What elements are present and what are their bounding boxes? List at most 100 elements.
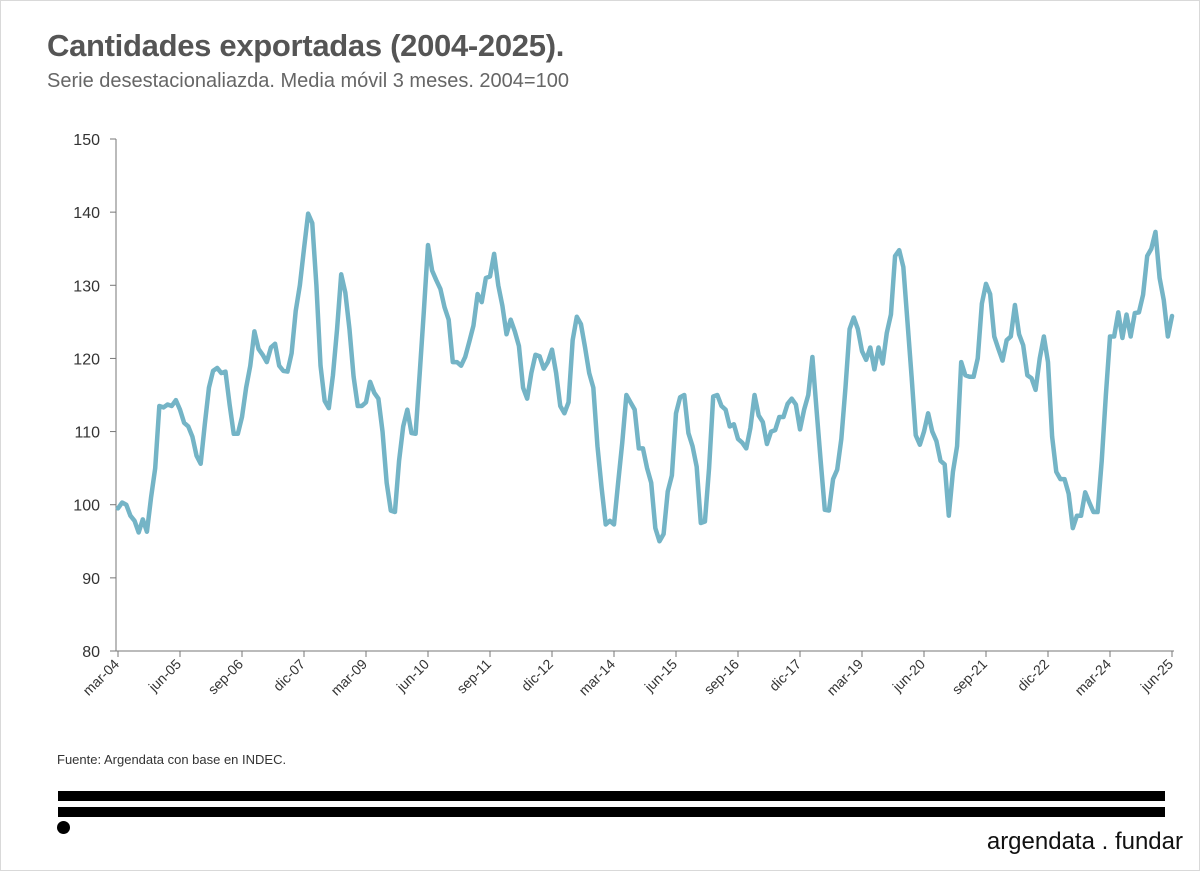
data-point [1080,514,1083,517]
series-line [115,211,1175,544]
data-point [799,428,802,431]
data-point [315,284,318,287]
data-point [865,358,868,361]
data-point [923,430,926,433]
data-point [1013,304,1016,307]
data-point [931,430,934,433]
data-point [1034,388,1037,391]
data-point [956,445,959,448]
data-point [245,386,248,389]
data-point [542,367,545,370]
data-point [191,435,194,438]
data-point [513,330,516,333]
data-point [1125,313,1128,316]
x-tick-label: sep-11 [453,656,494,697]
data-point [443,306,446,309]
data-point [427,244,430,247]
data-point [145,530,148,533]
data-point [567,401,570,404]
data-point [819,459,822,462]
data-point [497,284,500,287]
data-point [468,340,471,343]
data-point [575,315,578,318]
data-point [414,432,417,435]
data-point [509,318,512,321]
data-point [170,404,173,407]
source-note: Fuente: Argendata con base en INDEC. [57,752,287,767]
data-point [435,279,438,282]
data-point [679,396,682,399]
data-point [935,440,938,443]
data-point [757,414,760,417]
data-point [303,247,306,250]
x-tick-label: mar-24 [1071,656,1114,699]
footer-bar-top [58,791,1165,801]
data-point [187,425,190,428]
x-tick-label: mar-09 [327,656,370,699]
data-point [621,441,624,444]
data-point [993,335,996,338]
line-chart: 80 90 100 110 120 130 140 150 mar-04 jun-05 sep-06… [73,132,1176,699]
data-point [1121,336,1124,339]
data-point [253,330,256,333]
data-point [538,355,541,358]
data-point [765,443,768,446]
data-point [121,501,124,504]
data-point [216,366,219,369]
y-tick-label: 150 [73,132,100,149]
data-point [455,361,458,364]
data-point [393,511,396,514]
data-point [703,520,706,523]
data-point [712,395,715,398]
data-point [398,459,401,462]
x-tick-label: jun-15 [641,656,681,696]
data-point [1042,335,1045,338]
data-point [588,372,591,375]
data-point [257,347,260,350]
data-point [848,328,851,331]
data-point [604,523,607,526]
data-point [133,519,136,522]
data-point [1117,311,1120,314]
data-point [989,293,992,296]
data-point [728,425,731,428]
data-point [269,346,272,349]
data-point [1022,344,1025,347]
data-point [1084,491,1087,494]
data-point [650,481,653,484]
data-point [1026,374,1029,377]
data-point [369,380,372,383]
data-point [402,425,405,428]
data-point [898,249,901,252]
data-point [794,403,797,406]
data-point [894,255,897,258]
footer-bar-bottom [58,807,1165,817]
y-tick-label: 110 [74,425,100,442]
data-point [179,408,182,411]
data-point [951,470,954,473]
data-point [716,394,719,397]
data-point [224,370,227,373]
data-point [745,447,748,450]
data-point [484,276,487,279]
data-point [1104,394,1107,397]
data-point [207,386,210,389]
data-point [559,404,562,407]
data-point [489,275,492,278]
data-point [927,412,930,415]
x-tick-label: jun-20 [889,656,929,696]
data-point [877,346,880,349]
x-tick-label: sep-16 [701,656,743,698]
data-point [1001,359,1004,362]
data-point [687,432,690,435]
data-point [274,342,277,345]
data-point [1038,357,1041,360]
data-point [968,375,971,378]
data-point [373,391,376,394]
data-point [625,394,628,397]
data-point [286,370,289,373]
data-point [885,331,888,334]
data-point [881,362,884,365]
data-point [137,531,140,534]
data-point [852,316,855,319]
